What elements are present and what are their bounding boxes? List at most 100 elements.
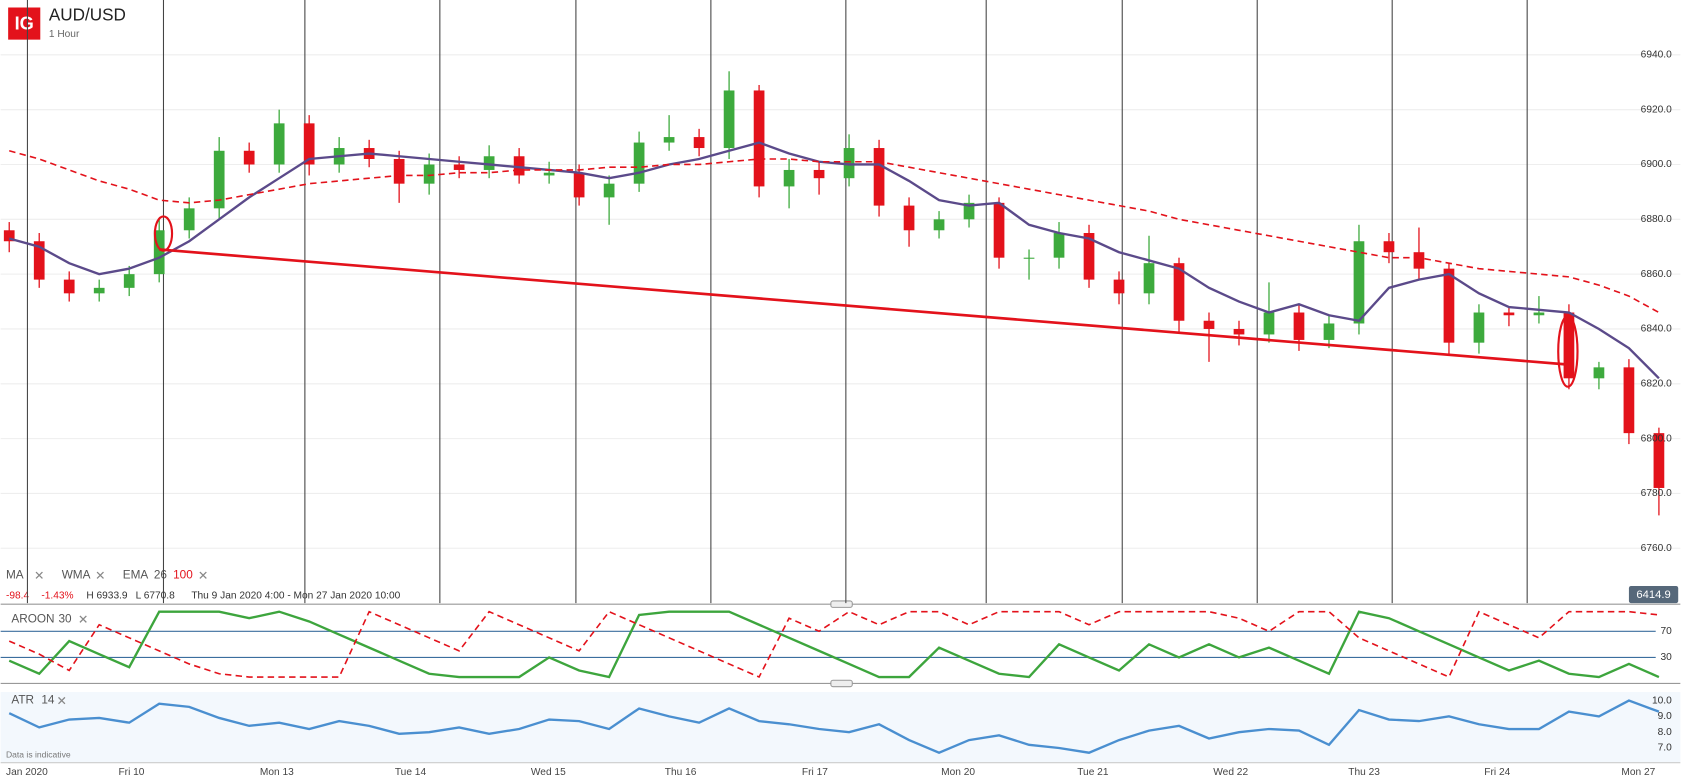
candle-body bbox=[1113, 279, 1125, 294]
candle-body bbox=[1503, 312, 1515, 316]
candle-body bbox=[153, 230, 165, 275]
x-tick-label: Fri 10 bbox=[118, 767, 144, 778]
y-tick-label: 7.0 bbox=[1658, 743, 1672, 754]
candle-body bbox=[1173, 263, 1185, 321]
last-price: 6414.9 bbox=[1636, 589, 1670, 601]
candle-body bbox=[663, 137, 675, 143]
legend-wma[interactable]: WMA bbox=[62, 568, 91, 581]
candle-body bbox=[693, 137, 705, 149]
candle-body bbox=[273, 123, 285, 165]
aroon-period: 30 bbox=[59, 612, 73, 625]
legend-ema-period: 100 bbox=[173, 568, 193, 581]
x-tick-label: Tue 21 bbox=[1077, 767, 1109, 778]
price-tag bbox=[1628, 585, 1679, 604]
y-tick-label: 10.0 bbox=[1652, 695, 1672, 706]
candle-body bbox=[123, 274, 135, 288]
x-tick-label: Mon 27 bbox=[1621, 767, 1655, 778]
y-tick-label: 6880.0 bbox=[1641, 214, 1672, 225]
y-tick-label: 8.0 bbox=[1658, 727, 1672, 738]
candle-body bbox=[1263, 312, 1275, 335]
y-tick-label: 6840.0 bbox=[1641, 324, 1672, 335]
remove-atr[interactable] bbox=[58, 696, 66, 705]
remove-ema[interactable] bbox=[199, 571, 207, 579]
atr-title: ATR bbox=[11, 694, 34, 707]
series-line bbox=[8, 610, 1660, 679]
candle-body bbox=[1413, 252, 1425, 269]
remove-ma[interactable] bbox=[35, 571, 43, 579]
candle-body bbox=[93, 287, 105, 294]
legend-ema-period: 26 bbox=[154, 568, 168, 581]
candle-body bbox=[243, 150, 255, 165]
y-tick-label: 6780.0 bbox=[1641, 488, 1672, 499]
candle-body bbox=[423, 164, 435, 184]
x-tick-label: Mon 20 bbox=[941, 767, 975, 778]
series-line bbox=[8, 699, 1660, 755]
x-tick-label: Thu 23 bbox=[1348, 767, 1380, 778]
logo: IG bbox=[15, 13, 34, 33]
candle-body bbox=[1143, 263, 1155, 294]
candle-body bbox=[1203, 320, 1215, 329]
y-tick-label: 70 bbox=[1660, 626, 1672, 637]
trendline bbox=[159, 248, 1570, 366]
candle-body bbox=[1653, 433, 1665, 488]
y-tick-label: 6900.0 bbox=[1641, 159, 1672, 170]
candle-body bbox=[603, 183, 615, 198]
candle-body bbox=[1593, 367, 1605, 379]
candle-body bbox=[1233, 328, 1245, 335]
candle-body bbox=[1353, 241, 1365, 324]
resize-handle[interactable] bbox=[830, 679, 853, 688]
candle-body bbox=[1473, 312, 1485, 343]
y-tick-label: 30 bbox=[1660, 652, 1672, 663]
x-tick-label: Wed 15 bbox=[531, 767, 566, 778]
candle-body bbox=[393, 159, 405, 184]
disclaimer: Data is indicative bbox=[6, 749, 71, 759]
series-line bbox=[8, 610, 1660, 679]
y-tick-label: 6860.0 bbox=[1641, 269, 1672, 280]
remove-aroon[interactable] bbox=[79, 615, 87, 623]
y-tick-label: 6820.0 bbox=[1641, 378, 1672, 389]
candle-body bbox=[483, 156, 495, 170]
stat-high: H 6933.9 bbox=[86, 590, 128, 601]
y-tick-label: 9.0 bbox=[1658, 711, 1672, 722]
candle-body bbox=[543, 172, 555, 176]
candle-body bbox=[513, 156, 525, 176]
resize-handle[interactable] bbox=[830, 600, 853, 608]
x-tick-label: Fri 24 bbox=[1484, 767, 1510, 778]
highlight-ellipse bbox=[153, 215, 174, 252]
highlight-ellipse bbox=[1557, 314, 1579, 388]
candle-body bbox=[843, 148, 855, 179]
aroon-title: AROON bbox=[11, 612, 54, 625]
candle-body bbox=[873, 148, 885, 206]
candle-body bbox=[1023, 257, 1035, 259]
candle-body bbox=[1323, 323, 1335, 340]
remove-icons bbox=[35, 571, 207, 705]
stat-low: L 6770.8 bbox=[136, 590, 176, 601]
candle-body bbox=[1053, 233, 1065, 258]
candle-body bbox=[3, 230, 15, 242]
candle-body bbox=[933, 219, 945, 231]
candle-body bbox=[1623, 367, 1635, 434]
candle-body bbox=[723, 90, 735, 149]
candle-body bbox=[1443, 268, 1455, 343]
x-tick-label: Wed 22 bbox=[1213, 767, 1248, 778]
y-tick-label: 6920.0 bbox=[1641, 104, 1672, 115]
remove-wma[interactable] bbox=[96, 571, 104, 579]
series-line bbox=[9, 150, 1660, 314]
candle-body bbox=[813, 169, 825, 179]
candle-body bbox=[63, 279, 75, 294]
logo-box bbox=[8, 7, 41, 40]
instrument-title: AUD/USD bbox=[49, 5, 126, 25]
candle-body bbox=[783, 169, 795, 187]
candle-body bbox=[1083, 233, 1095, 280]
candle-body bbox=[213, 150, 225, 209]
x-tick-label: Tue 14 bbox=[395, 767, 427, 778]
candle-body bbox=[753, 90, 765, 187]
legend-ema[interactable]: EMA bbox=[123, 568, 149, 581]
x-tick-label: Thu 16 bbox=[665, 767, 697, 778]
candle-body bbox=[1383, 241, 1395, 253]
atr-period: 14 bbox=[41, 694, 55, 707]
y-tick-label: 6760.0 bbox=[1641, 543, 1672, 554]
legend-ma[interactable]: MA bbox=[6, 568, 24, 581]
